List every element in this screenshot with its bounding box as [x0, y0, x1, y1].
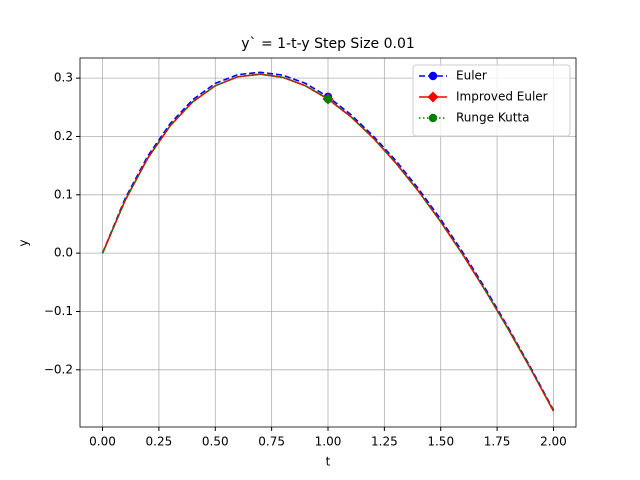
y-tick-label: 0.2 — [54, 129, 73, 143]
y-tick-label: 0.1 — [54, 187, 73, 201]
x-tick-label: 1.50 — [427, 435, 454, 449]
x-tick-label: 2.00 — [540, 435, 567, 449]
legend-label: Euler — [456, 69, 487, 83]
y-tick-label: −0.1 — [44, 304, 73, 318]
y-axis-label: y — [17, 239, 31, 246]
x-tick-label: 1.00 — [315, 435, 342, 449]
marker — [323, 94, 333, 104]
y-tick-label: 0.0 — [54, 246, 73, 260]
x-tick-label: 0.25 — [146, 435, 173, 449]
legend-label: Improved Euler — [456, 90, 548, 104]
axes-frame — [79, 57, 577, 428]
x-tick-label: 0.50 — [202, 435, 229, 449]
legend-marker — [428, 71, 438, 81]
x-tick-label: 1.25 — [371, 435, 398, 449]
x-tick-label: 0.75 — [258, 435, 285, 449]
x-tick-label: 0.00 — [89, 435, 116, 449]
y-tick-label: 0.3 — [54, 71, 73, 85]
x-axis-label: t — [326, 455, 331, 469]
legend: Euler Improved Euler Runge Kutta — [412, 64, 571, 137]
x-tick-label: 1.75 — [484, 435, 511, 449]
legend-box — [412, 64, 571, 137]
chart-title: y` = 1-t-y Step Size 0.01 — [241, 36, 415, 52]
legend-marker — [427, 91, 439, 103]
legend-marker — [428, 113, 438, 123]
y-tick-label: −0.2 — [44, 362, 73, 376]
legend-label: Runge Kutta — [456, 111, 529, 125]
